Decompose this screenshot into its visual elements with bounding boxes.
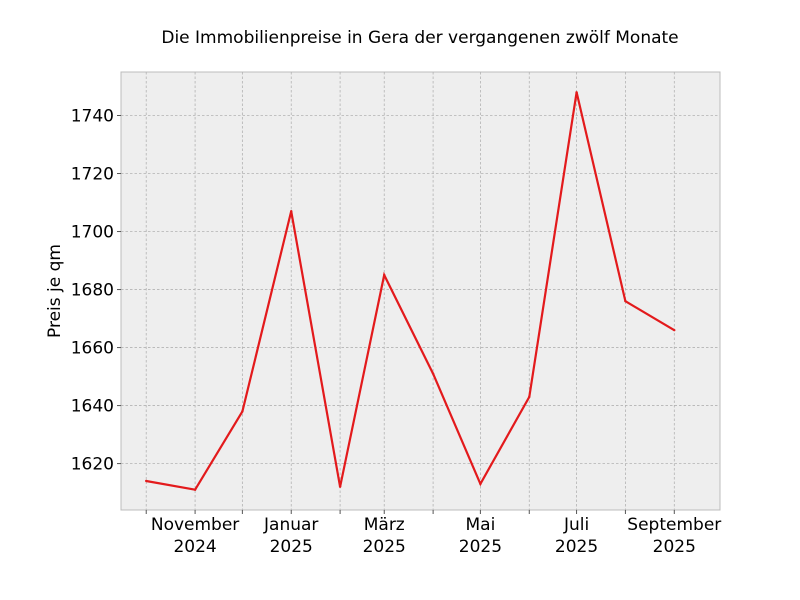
y-tick-label: 1720: [71, 165, 114, 185]
y-tick-label: 1660: [71, 339, 114, 359]
x-tick-label: Januar: [263, 515, 318, 535]
y-tick-label: 1740: [71, 107, 114, 127]
x-tick-label-year: 2024: [173, 537, 216, 557]
chart-title: Die Immobilienpreise in Gera der vergang…: [161, 28, 678, 48]
plot-area: [120, 71, 721, 511]
data-point: [673, 328, 676, 332]
x-tick-label-year: 2025: [653, 537, 696, 557]
data-series: [145, 91, 676, 491]
data-point: [290, 210, 293, 213]
x-tick-label: Mai: [465, 515, 495, 535]
data-point: [624, 299, 627, 303]
y-tick-label: 1700: [71, 223, 114, 243]
x-tick-label-year: 2025: [555, 537, 598, 557]
data-point: [383, 273, 386, 277]
axis-ticks: 1620 1640 1660 1680 1700 1720 1740 November2024…: [71, 107, 722, 557]
x-tick-label: Juli: [563, 515, 589, 535]
x-tick-label-year: 2025: [363, 537, 406, 557]
x-tick-label: September: [627, 515, 721, 535]
y-axis-label: Preis je qm: [45, 244, 65, 338]
x-tick-label: März: [364, 515, 405, 535]
data-point: [575, 91, 578, 94]
data-point: [338, 485, 342, 488]
data-point: [431, 372, 435, 375]
data-point: [241, 410, 244, 413]
x-tick-label-year: 2025: [459, 537, 502, 557]
y-tick-label: 1680: [71, 281, 114, 301]
data-point: [145, 479, 148, 483]
data-point: [193, 488, 197, 491]
y-tick-label: 1640: [71, 397, 114, 417]
x-tick-label: November: [151, 515, 239, 535]
data-point: [479, 482, 482, 486]
y-tick-label: 1620: [71, 455, 114, 475]
x-tick-label-year: 2025: [270, 537, 313, 557]
series-line: [146, 92, 675, 491]
data-point: [528, 395, 531, 399]
